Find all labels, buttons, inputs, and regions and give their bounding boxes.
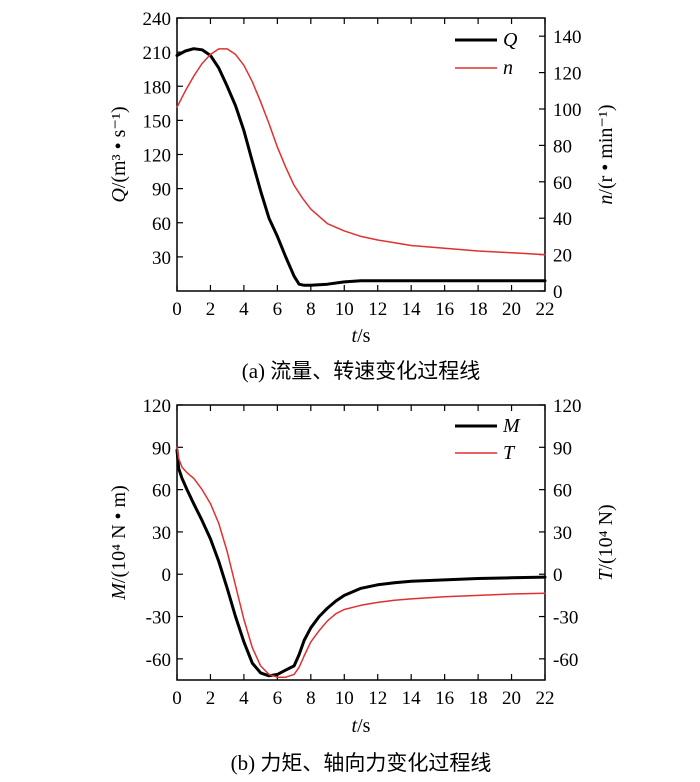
x-tick-label: 12 xyxy=(368,688,387,709)
x-tick-label: 18 xyxy=(469,688,488,709)
x-tick-label: 8 xyxy=(306,299,316,320)
y-left-axis-label-unit: /(10⁴ N • m) xyxy=(108,485,130,583)
y-left-axis-label-unit: /(m³ • s⁻¹) xyxy=(108,106,130,188)
y-left-tick-label: 60 xyxy=(152,214,171,235)
x-tick-label: 2 xyxy=(206,299,216,320)
x-tick-label: 8 xyxy=(306,688,316,709)
legend-label-Q: Q xyxy=(503,29,518,51)
legend-label-n: n xyxy=(503,57,513,79)
y-left-axis-label: M/(10⁴ N • m) xyxy=(108,485,130,601)
figure-caption: (a) 流量、转速变化过程线 xyxy=(242,359,481,383)
x-tick-label: 4 xyxy=(239,299,249,320)
x-tick-label: 6 xyxy=(273,688,283,709)
x-tick-label: 10 xyxy=(335,299,354,320)
x-tick-label: 22 xyxy=(536,299,555,320)
y-left-tick-label: 30 xyxy=(152,248,171,269)
series-line-T xyxy=(176,446,546,678)
x-tick-label: 16 xyxy=(435,688,454,709)
y-left-tick-label: 180 xyxy=(143,77,172,98)
y-left-tick-label: 30 xyxy=(152,523,171,544)
plot-frame xyxy=(176,404,546,681)
y-right-tick-label: 60 xyxy=(553,481,572,502)
panel-b-torque-axial-force-chart: 0 2 4 6 8 10 12 14 16 18 20 22 -60 -30 0 30 60 90 120 -60 -3… xyxy=(108,396,617,775)
panel-a-flow-speed-chart: 0 2 4 6 8 10 12 14 16 18 20 22 30 60 90 120 150 180 210 240… xyxy=(108,9,617,383)
y-right-tick-label: 80 xyxy=(553,136,572,157)
y-right-axis-label-symbol: n xyxy=(595,195,617,205)
y-right-axis-label-unit: /(10⁴ N) xyxy=(595,504,617,569)
y-right-tick-label: 90 xyxy=(553,438,572,459)
y-left-tick-label: 120 xyxy=(143,146,172,167)
y-right-tick-label: 40 xyxy=(553,209,572,230)
y-left-tick-label: 120 xyxy=(143,396,172,417)
y-left-axis-label-symbol: M xyxy=(108,582,130,601)
y-right-tick-label: -60 xyxy=(553,650,578,671)
legend-label-T: T xyxy=(503,442,516,464)
y-right-axis-label: n/(r • min⁻¹) xyxy=(595,104,617,204)
x-tick-label: 22 xyxy=(536,688,555,709)
x-tick-label: 6 xyxy=(273,299,283,320)
y-right-tick-label: 0 xyxy=(553,282,563,303)
x-tick-label: 14 xyxy=(402,299,422,320)
y-right-tick-label: 100 xyxy=(553,100,582,121)
x-tick-label: 0 xyxy=(172,688,182,709)
x-tick-label: 16 xyxy=(435,299,454,320)
x-axis-label-symbol: t xyxy=(352,325,358,347)
y-left-tick-label: 150 xyxy=(143,111,172,132)
y-right-tick-label: 0 xyxy=(553,565,563,586)
y-right-tick-label: 120 xyxy=(553,64,582,85)
figure-caption: (b) 力矩、轴向力变化过程线 xyxy=(231,751,492,775)
x-tick-label: 14 xyxy=(402,688,422,709)
y-left-tick-label: 0 xyxy=(162,565,172,586)
y-right-axis-label-symbol: T xyxy=(595,568,617,581)
y-right-tick-label: 120 xyxy=(553,396,582,417)
x-tick-label: 2 xyxy=(206,688,216,709)
y-left-tick-label: -30 xyxy=(146,608,171,629)
x-tick-label: 10 xyxy=(335,688,354,709)
x-tick-label: 4 xyxy=(239,688,249,709)
series-line-Q xyxy=(175,47,547,287)
y-left-tick-label: 60 xyxy=(152,481,171,502)
y-left-tick-label: -60 xyxy=(146,650,171,671)
y-right-tick-label: -30 xyxy=(553,608,578,629)
y-right-axis-label: T/(10⁴ N) xyxy=(595,504,617,580)
y-left-tick-label: 90 xyxy=(152,438,171,459)
y-left-axis-label: Q/(m³ • s⁻¹) xyxy=(108,106,130,202)
y-left-tick-label: 90 xyxy=(152,180,171,201)
y-right-tick-label: 30 xyxy=(553,523,572,544)
series-line-M xyxy=(175,448,547,678)
legend-label-M: M xyxy=(502,415,521,437)
x-axis-label-unit: /s xyxy=(357,715,371,737)
y-left-tick-label: 240 xyxy=(143,9,172,30)
x-axis-label: t/s xyxy=(352,715,371,737)
x-tick-label: 20 xyxy=(502,299,521,320)
x-tick-label: 18 xyxy=(469,299,488,320)
x-tick-label: 12 xyxy=(368,299,387,320)
y-left-tick-label: 210 xyxy=(143,43,172,64)
x-axis-label-symbol: t xyxy=(352,715,358,737)
x-tick-label: 20 xyxy=(502,688,521,709)
y-left-axis-label-symbol: Q xyxy=(108,188,130,203)
y-right-tick-label: 60 xyxy=(553,173,572,194)
x-axis-label-unit: /s xyxy=(357,325,371,347)
plot-frame xyxy=(176,17,546,292)
x-axis-label: t/s xyxy=(352,325,371,347)
y-right-axis-label-unit: /(r • min⁻¹) xyxy=(595,104,617,194)
y-right-tick-label: 20 xyxy=(553,246,572,267)
x-tick-label: 0 xyxy=(172,299,182,320)
y-right-tick-label: 140 xyxy=(553,27,582,48)
series-line-n xyxy=(176,48,546,256)
